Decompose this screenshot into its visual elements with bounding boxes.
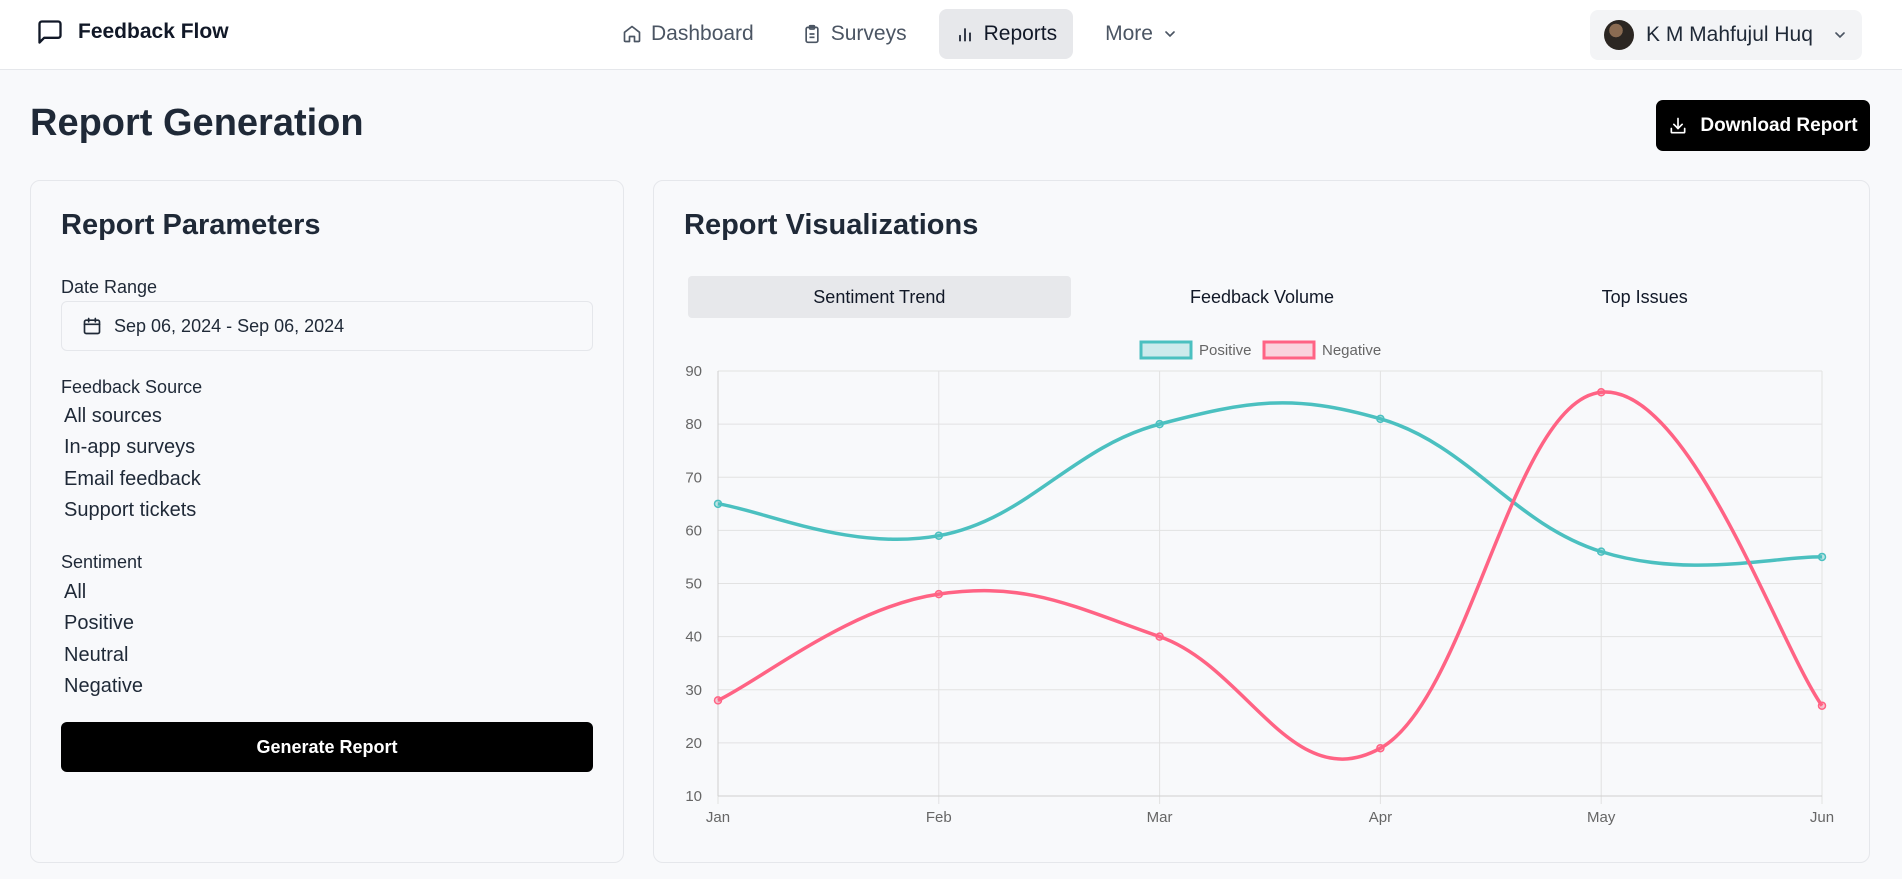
- y-tick-label: 60: [685, 522, 702, 539]
- clipboard-icon: [805, 24, 819, 44]
- download-icon: [1670, 117, 1686, 133]
- y-tick-label: 20: [685, 735, 702, 752]
- x-tick-label: Jan: [706, 809, 730, 826]
- nav-dashboard-label: Dashboard: [651, 22, 754, 45]
- report-visualizations-card: Report Visualizations Sentiment Trend Fe…: [653, 180, 1870, 863]
- y-tick-label: 90: [685, 363, 702, 380]
- data-point-negative: [1376, 743, 1385, 753]
- download-report-button[interactable]: Download Report: [1656, 100, 1870, 151]
- source-option-in-app[interactable]: In-app surveys: [64, 436, 196, 458]
- report-parameters-title: Report Parameters: [61, 209, 321, 241]
- date-range-value: Sep 06, 2024 - Sep 06, 2024: [114, 315, 345, 336]
- nav-dashboard[interactable]: Dashboard: [606, 9, 770, 59]
- data-point-negative: [1596, 388, 1606, 397]
- y-tick-label: 10: [685, 788, 702, 805]
- nav-more[interactable]: More: [1089, 9, 1194, 59]
- chevron-down-icon: [1835, 32, 1845, 39]
- series-line-negative: [717, 390, 1824, 761]
- data-point-positive: [934, 531, 944, 540]
- brand-name: Feedback Flow: [78, 20, 229, 43]
- feedback-source-label: Feedback Source: [61, 377, 203, 397]
- source-option-support[interactable]: Support tickets: [64, 499, 197, 521]
- sentiment-option-neutral[interactable]: Neutral: [64, 644, 129, 666]
- report-visualizations-title: Report Visualizations: [684, 209, 979, 241]
- date-range-label: Date Range: [61, 277, 158, 297]
- nav-reports-label: Reports: [983, 22, 1058, 45]
- nav-surveys[interactable]: Surveys: [786, 9, 923, 59]
- data-point-negative: [1155, 632, 1164, 641]
- data-point-positive: [713, 499, 723, 509]
- x-tick-label: May: [1587, 809, 1616, 826]
- y-tick-label: 70: [685, 469, 702, 486]
- nav-reports[interactable]: Reports: [938, 9, 1074, 59]
- source-option-email[interactable]: Email feedback: [64, 468, 201, 490]
- x-tick-label: Apr: [1369, 809, 1392, 826]
- y-tick-label: 30: [685, 682, 702, 699]
- series-line-positive: [717, 401, 1823, 567]
- sentiment-option-positive[interactable]: Positive: [64, 612, 135, 634]
- y-tick-label: 50: [685, 576, 702, 593]
- legend-swatch-positive: [1139, 340, 1193, 360]
- page-title: Report Generation: [30, 102, 364, 144]
- data-point-negative: [713, 696, 723, 705]
- bar-chart-icon: [958, 28, 971, 42]
- chevron-down-icon: [1165, 31, 1175, 38]
- nav-surveys-label: Surveys: [830, 22, 907, 45]
- main-nav: Dashboard Surveys Reports More: [606, 9, 1194, 59]
- x-tick-label: Feb: [926, 809, 952, 826]
- home-icon: [623, 25, 641, 43]
- download-report-label: Download Report: [1700, 114, 1858, 136]
- sentiment-option-all[interactable]: All: [64, 581, 87, 603]
- message-square-icon: [38, 20, 62, 44]
- sentiment-option-negative[interactable]: Negative: [64, 675, 143, 697]
- generate-report-button[interactable]: Generate Report: [61, 722, 593, 772]
- x-tick-label: Mar: [1147, 809, 1173, 826]
- calendar-icon: [83, 317, 101, 335]
- nav-more-label: More: [1105, 22, 1153, 45]
- visualization-tabs: Sentiment Trend Feedback Volume Top Issu…: [688, 276, 1836, 318]
- source-option-all[interactable]: All sources: [64, 405, 162, 427]
- report-parameters-card: Report Parameters Date Range Sep 06, 202…: [30, 180, 624, 863]
- tab-feedback-volume[interactable]: Feedback Volume: [1189, 286, 1335, 307]
- date-range-picker[interactable]: Sep 06, 2024 - Sep 06, 2024: [61, 301, 593, 351]
- user-menu-button[interactable]: K M Mahfujul Huq: [1590, 10, 1862, 60]
- data-point-positive: [1376, 414, 1385, 424]
- y-tick-label: 80: [685, 416, 702, 433]
- legend-label-negative: Negative: [1322, 342, 1381, 359]
- tab-sentiment-trend[interactable]: Sentiment Trend: [688, 276, 1071, 318]
- tab-top-issues[interactable]: Top Issues: [1601, 286, 1688, 307]
- data-point-negative: [1817, 701, 1827, 710]
- user-name: K M Mahfujul Huq: [1646, 23, 1813, 46]
- avatar: [1604, 20, 1634, 50]
- sentiment-label: Sentiment: [61, 552, 143, 572]
- legend-swatch-negative: [1262, 340, 1316, 360]
- data-point-positive: [1817, 552, 1827, 562]
- legend-label-positive: Positive: [1199, 342, 1252, 359]
- x-tick-label: Jun: [1810, 809, 1834, 826]
- data-point-positive: [1155, 419, 1164, 429]
- data-point-negative: [934, 589, 944, 599]
- y-tick-label: 40: [685, 629, 702, 646]
- brand[interactable]: Feedback Flow: [36, 18, 229, 46]
- top-navbar: Feedback Flow Dashboard Surveys Reports …: [0, 0, 1902, 70]
- data-point-positive: [1596, 547, 1606, 556]
